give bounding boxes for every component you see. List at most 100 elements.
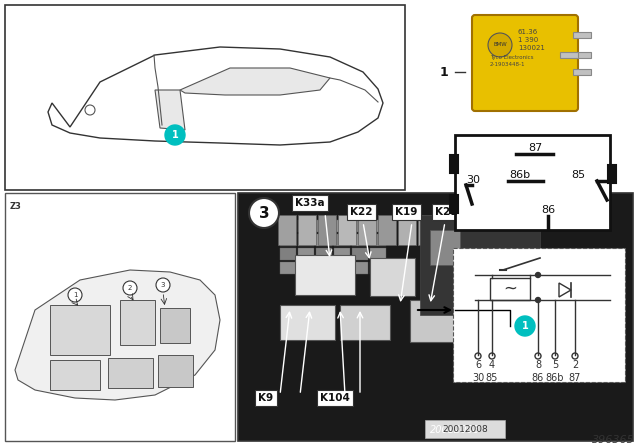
Circle shape [488,33,512,57]
Text: 86b: 86b [546,373,564,383]
Text: K33a: K33a [295,198,325,208]
Circle shape [552,353,558,359]
Bar [573,52,591,58]
Bar [370,220,386,232]
Bar [430,230,460,265]
Bar [560,52,578,58]
Text: 1: 1 [522,321,529,331]
FancyBboxPatch shape [392,204,421,220]
Bar [352,262,368,274]
Bar [5,193,235,441]
Bar [420,215,540,315]
Bar [334,234,350,246]
Bar [425,420,505,438]
Bar [280,248,296,260]
Bar [358,215,376,245]
Bar [352,248,368,260]
Bar [120,300,155,345]
Text: 8: 8 [535,360,541,370]
Bar [573,69,591,75]
Text: Z3: Z3 [10,202,22,211]
Circle shape [165,125,185,145]
Text: 5: 5 [552,360,558,370]
Bar [370,262,386,274]
Circle shape [536,297,541,302]
FancyBboxPatch shape [255,390,277,406]
Bar [280,220,296,232]
Text: K21: K21 [435,207,458,217]
Bar [316,234,332,246]
Bar [334,220,350,232]
Text: ~: ~ [503,280,517,298]
Text: 1: 1 [73,292,77,298]
Bar [490,278,530,300]
Bar [278,215,296,245]
Bar [334,248,350,260]
Polygon shape [559,283,571,297]
Circle shape [489,353,495,359]
Text: 1 390: 1 390 [518,37,538,43]
Circle shape [156,278,170,292]
Bar [608,165,616,183]
FancyBboxPatch shape [347,204,376,220]
Bar [316,262,332,274]
Text: 30: 30 [466,175,480,185]
Bar [352,220,368,232]
FancyBboxPatch shape [432,204,461,220]
Bar [5,5,405,190]
Bar [352,234,368,246]
Text: 87: 87 [569,373,581,383]
Bar [158,355,193,387]
Text: K19: K19 [396,207,418,217]
Text: 3: 3 [161,282,165,288]
Bar [280,305,335,340]
Text: 86b: 86b [509,170,531,180]
Bar [370,258,415,296]
Text: 20012008: 20012008 [430,425,480,435]
Bar [370,248,386,260]
Bar [298,220,314,232]
Polygon shape [15,270,220,400]
Bar [50,360,100,390]
Bar [340,305,390,340]
Text: 20012008: 20012008 [442,426,488,435]
Circle shape [572,353,578,359]
Text: K9: K9 [259,393,273,403]
Bar [318,215,336,245]
Bar [108,358,153,388]
Text: 86: 86 [541,205,555,215]
Bar [298,262,314,274]
Text: 2-1903448-1: 2-1903448-1 [490,63,525,68]
Bar [160,308,190,343]
Text: 3: 3 [259,206,269,220]
Bar [316,220,332,232]
Text: Tyco Electronics: Tyco Electronics [490,56,534,60]
Text: 1: 1 [439,65,448,78]
FancyBboxPatch shape [317,390,353,406]
Text: 130021: 130021 [518,45,545,51]
Bar [378,215,396,245]
Text: BMW: BMW [493,43,507,47]
Bar [338,215,356,245]
Text: 85: 85 [486,373,498,383]
Text: 2: 2 [572,360,578,370]
Bar [573,32,591,38]
Bar [418,215,436,245]
Bar [398,215,416,245]
Bar [298,215,316,245]
Text: 1: 1 [172,130,179,140]
Circle shape [123,281,137,295]
Bar [298,248,314,260]
Text: K104: K104 [320,393,350,403]
Text: 87: 87 [528,143,542,153]
Bar [450,195,458,213]
Bar [298,234,314,246]
Polygon shape [155,90,185,130]
FancyBboxPatch shape [453,248,625,382]
Text: 396365: 396365 [592,435,635,445]
Circle shape [249,198,279,228]
Bar [280,262,296,274]
Circle shape [536,272,541,277]
Text: 85: 85 [571,170,585,180]
Text: 2: 2 [128,285,132,291]
